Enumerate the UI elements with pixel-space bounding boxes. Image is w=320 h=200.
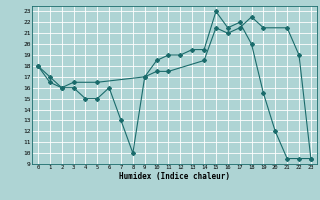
X-axis label: Humidex (Indice chaleur): Humidex (Indice chaleur) xyxy=(119,172,230,181)
